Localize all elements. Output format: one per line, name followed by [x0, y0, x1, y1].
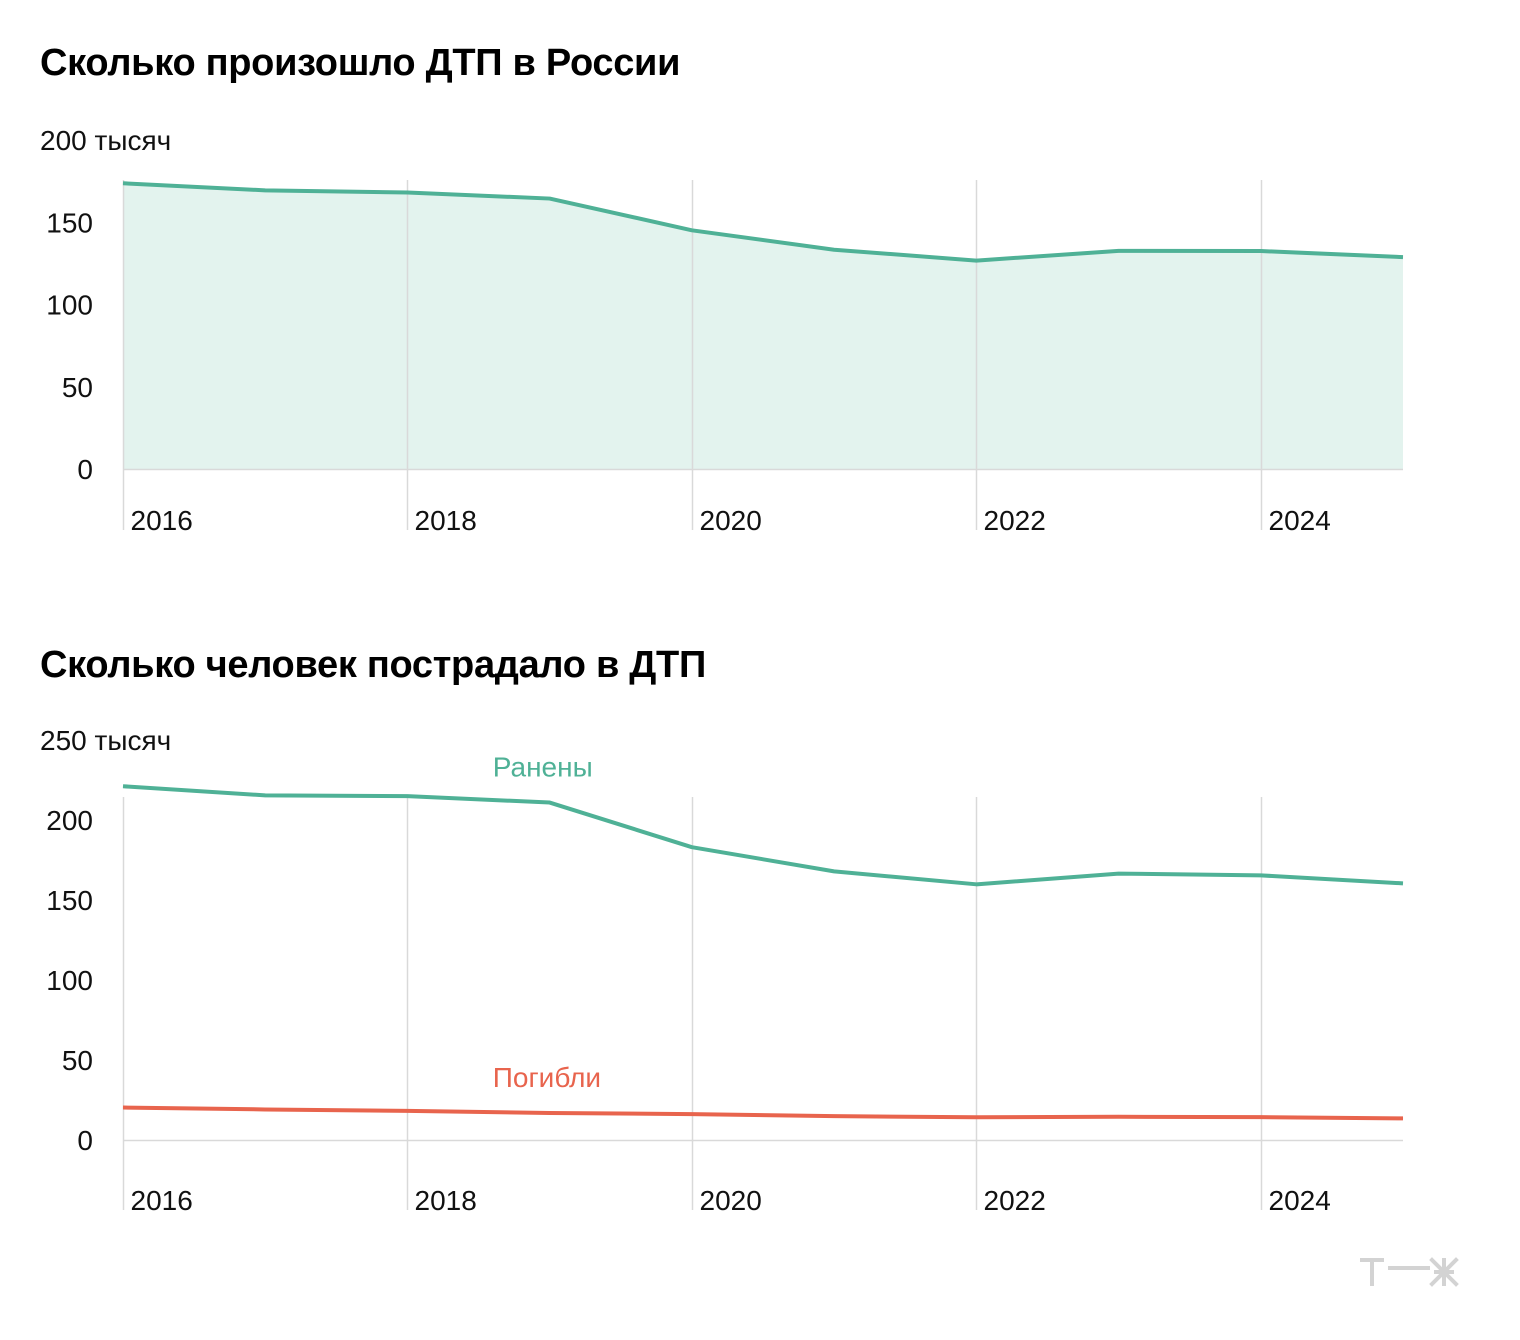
series-line	[122, 181, 1404, 263]
chart-title-accidents: Сколько произошло ДТП в России	[40, 42, 681, 84]
y-tick-label: 0	[77, 1125, 93, 1156]
series-line	[122, 1105, 1404, 1121]
victims-line-chart: 2016 2018 2020 2022 2024 0 50 100 150 200 250 тыся…	[40, 725, 1404, 1216]
series-line	[122, 784, 1404, 887]
y-tick-label: 100	[46, 965, 93, 996]
y-tick-label: 100	[46, 290, 93, 321]
y-tick-label: 0	[77, 454, 93, 485]
area-fill	[123, 183, 1403, 469]
chart-title-victims: Сколько человек пострадало в ДТП	[40, 644, 706, 686]
series-label: Погибли	[493, 1062, 601, 1093]
y-tick-label: 250 тысяч	[40, 725, 171, 756]
y-tick-label: 150	[46, 207, 93, 238]
x-tick-label: 2018	[415, 505, 477, 536]
y-tick-label: 50	[62, 1045, 93, 1076]
x-tick-label: 2024	[1269, 1185, 1331, 1216]
series-label: Ранены	[493, 752, 593, 783]
x-tick-label: 2022	[984, 505, 1046, 536]
x-tick-label: 2020	[700, 505, 762, 536]
x-tick-label: 2022	[984, 1185, 1046, 1216]
x-tick-label: 2016	[131, 1185, 193, 1216]
y-tick-label: 200	[46, 805, 93, 836]
y-tick-label: 150	[46, 885, 93, 916]
x-tick-label: 2018	[415, 1185, 477, 1216]
x-tick-label: 2020	[700, 1185, 762, 1216]
x-tick-label: 2024	[1269, 505, 1331, 536]
x-tick-label: 2016	[131, 505, 193, 536]
y-tick-label: 50	[62, 372, 93, 403]
y-tick-label: 200 тысяч	[40, 125, 171, 156]
tzh-logo	[1360, 1257, 1459, 1287]
accidents-area-chart: 2016 2018 2020 2022 2024 0 50 100 150 200 тысяч	[40, 125, 1404, 536]
